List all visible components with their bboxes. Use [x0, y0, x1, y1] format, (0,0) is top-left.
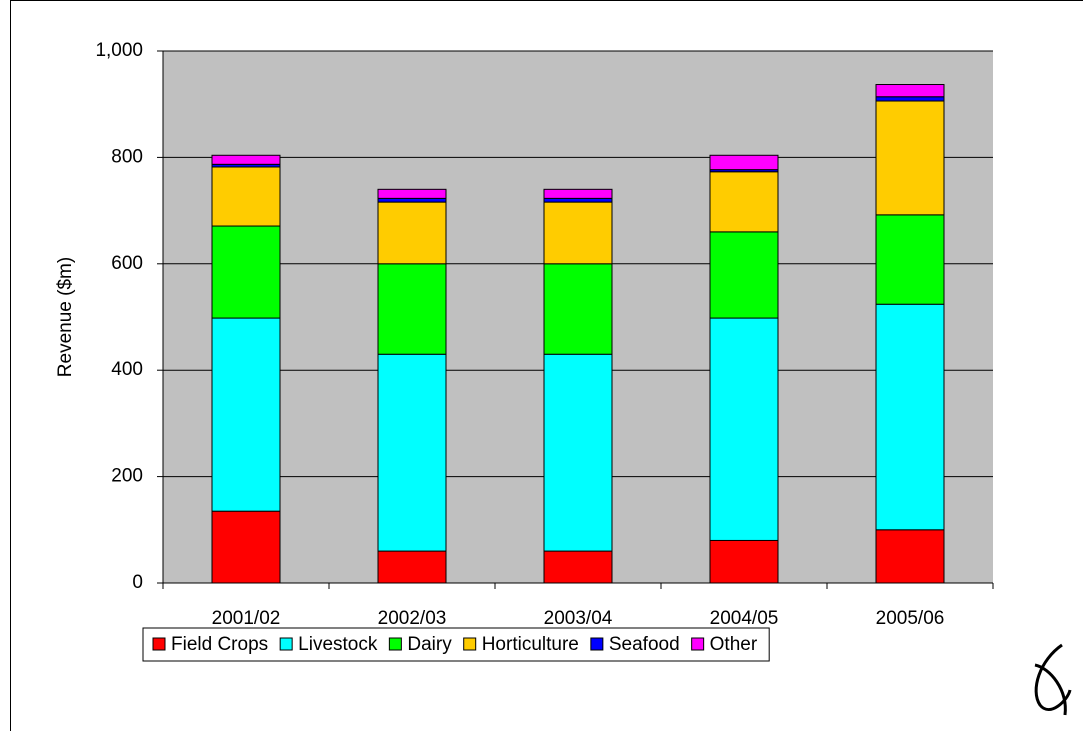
legend-label: Horticulture	[482, 634, 579, 655]
bar-segment	[377, 550, 447, 584]
logo	[1034, 643, 1072, 716]
legend-swatch	[152, 637, 166, 651]
bar-segment	[709, 171, 779, 233]
legend	[142, 627, 770, 662]
bar-segment	[211, 225, 281, 319]
x-tick-label: 2005/06	[876, 608, 945, 629]
bar-segment	[875, 303, 945, 531]
legend-swatch	[691, 637, 705, 651]
legend-label: Seafood	[609, 634, 680, 655]
bar-segment	[709, 154, 779, 171]
bar-segment	[543, 197, 613, 203]
bar-segment	[875, 84, 945, 98]
bar-segment	[543, 263, 613, 355]
bar-segment	[211, 154, 281, 165]
bar-segment	[377, 263, 447, 355]
bar-segment	[875, 100, 945, 216]
bar-segment	[709, 231, 779, 319]
x-tick-label: 2002/03	[378, 608, 447, 629]
legend-swatch	[279, 637, 293, 651]
bar-segment	[709, 539, 779, 584]
bar-segment	[377, 197, 447, 203]
legend-label: Other	[710, 634, 758, 655]
bar-segment	[543, 353, 613, 552]
bar-segment	[211, 166, 281, 227]
x-tick-label: 2001/02	[212, 608, 281, 629]
bar-segment	[377, 188, 447, 199]
legend-label: Dairy	[407, 634, 452, 655]
y-tick-label: 800	[111, 146, 143, 167]
bar-segment	[377, 353, 447, 552]
chart-border	[10, 0, 1083, 731]
y-axis-label: Revenue ($m)	[55, 257, 76, 377]
bar-segment	[875, 214, 945, 305]
legend-label: Field Crops	[171, 634, 268, 655]
legend-swatch	[463, 637, 477, 651]
y-tick-label: 400	[111, 359, 143, 380]
legend-swatch	[388, 637, 402, 651]
bar-segment	[211, 317, 281, 512]
bar-segment	[875, 96, 945, 102]
bar-segment	[543, 188, 613, 199]
bar-segment	[211, 510, 281, 584]
y-tick-label: 200	[111, 466, 143, 487]
legend-swatch	[590, 637, 604, 651]
bar-segment	[543, 550, 613, 584]
x-tick-label: 2003/04	[544, 608, 613, 629]
y-tick-label: 1,000	[95, 40, 143, 61]
bar-segment	[543, 201, 613, 265]
y-tick-label: 0	[132, 572, 143, 593]
bar-segment	[875, 529, 945, 584]
x-tick-label: 2004/05	[710, 608, 779, 629]
bar-segment	[709, 317, 779, 541]
bar-segment	[377, 201, 447, 265]
y-tick-label: 600	[111, 253, 143, 274]
legend-label: Livestock	[298, 634, 378, 655]
